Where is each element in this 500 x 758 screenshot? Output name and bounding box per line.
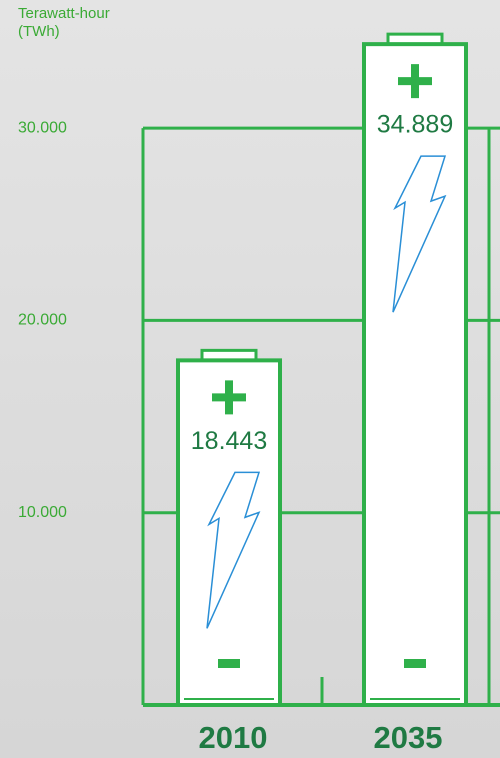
lightning [206, 471, 261, 629]
y-tick-label: 30.000 [18, 119, 67, 136]
bar [362, 42, 468, 707]
plus-sign [212, 380, 246, 415]
x-tick-label: 2010 [199, 720, 268, 755]
y-axis-label: (TWh) [18, 23, 60, 40]
minus-sign [218, 659, 240, 668]
lightning [392, 155, 447, 313]
y-tick-label: 10.000 [18, 504, 67, 521]
bar [176, 358, 282, 707]
minus-sign [404, 659, 426, 668]
value-label: 18.443 [191, 427, 267, 455]
x-tick-label: 2035 [374, 720, 443, 755]
y-axis-label: Terawatt-hour [18, 5, 110, 22]
plus-sign [398, 64, 432, 99]
value-label: 34.889 [377, 111, 453, 139]
y-tick-label: 20.000 [18, 312, 67, 329]
